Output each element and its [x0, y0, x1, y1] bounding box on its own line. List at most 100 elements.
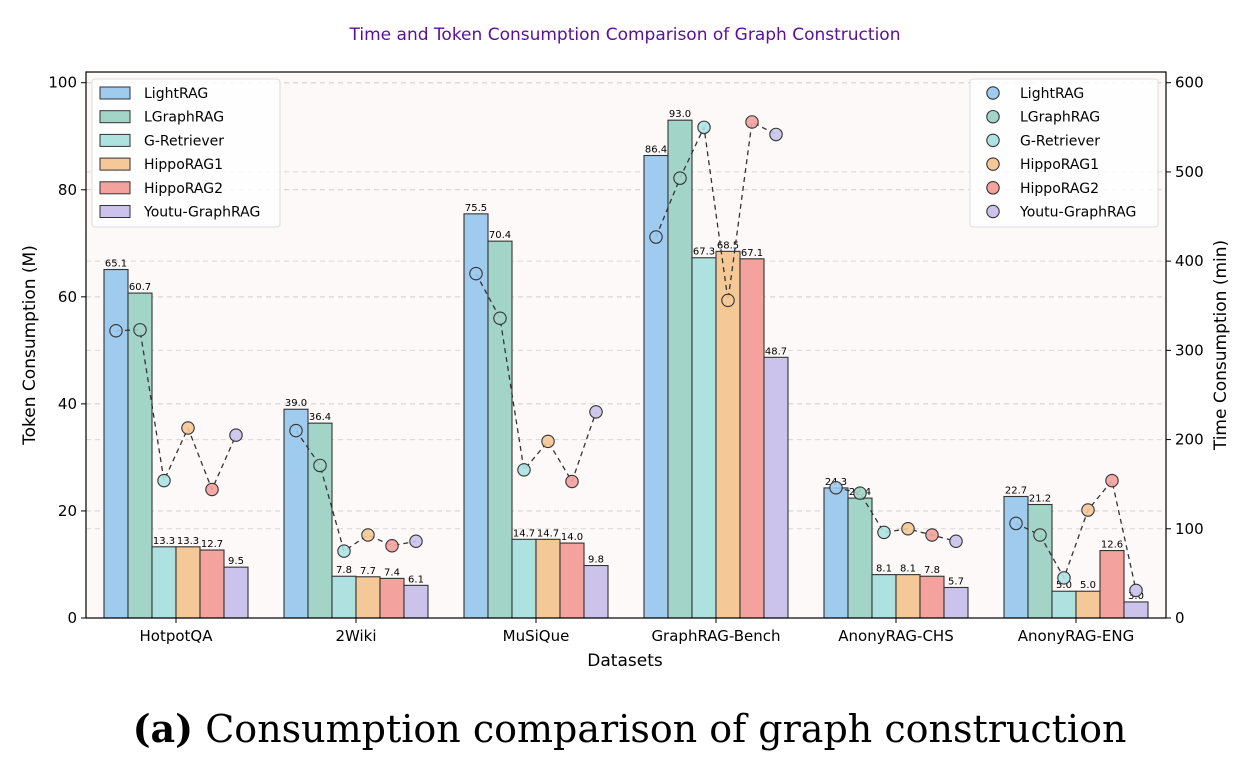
bar [763, 356, 789, 619]
y-tick-label: 60 [58, 288, 77, 306]
bar [331, 575, 357, 619]
bar [307, 422, 333, 619]
time-marker [409, 534, 423, 549]
y-axis-label: Token Consumption (M) [20, 245, 40, 446]
time-marker [181, 421, 195, 435]
bar-value-label: 6.1 [408, 574, 424, 585]
bar [127, 292, 153, 619]
x-tick-label: 2Wiki [335, 627, 376, 645]
bar-value-label: 12.6 [1101, 540, 1123, 551]
time-marker [1105, 473, 1119, 488]
bar [823, 487, 849, 619]
time-marker [745, 115, 759, 129]
legend-label: LightRAG [1020, 86, 1084, 102]
time-marker [337, 544, 351, 558]
bar-value-label: 12.7 [201, 539, 223, 550]
bar [223, 566, 249, 619]
time-marker [697, 120, 711, 135]
y2-tick-label: 0 [1175, 609, 1185, 627]
y-tick-label: 0 [67, 609, 77, 627]
bar [355, 576, 381, 619]
bar-value-label: 8.1 [900, 564, 916, 575]
time-marker [565, 474, 579, 489]
bar [739, 258, 765, 619]
bar-value-label: 9.8 [588, 555, 604, 566]
y-tick-label: 80 [58, 181, 77, 199]
y2-tick-label: 400 [1175, 252, 1204, 270]
time-marker [901, 522, 915, 536]
y2-axis-label: Time Consumption (min) [1211, 240, 1231, 451]
bar [583, 564, 609, 619]
legend-time: LightRAG LGraphRAG G-Retriever HippoRAG1 Hip… [969, 78, 1159, 228]
bar [1051, 590, 1077, 619]
bar-value-label: 67.1 [741, 248, 763, 259]
time-marker [589, 405, 603, 419]
time-marker [1009, 516, 1023, 531]
caption-text: Consumption comparison of graph construc… [193, 707, 1127, 751]
bar [943, 586, 969, 619]
time-marker [721, 293, 735, 308]
time-marker [1129, 583, 1143, 598]
legend-swatch [99, 133, 131, 147]
x-tick-label: GraphRAG-Bench [651, 627, 780, 645]
bar [151, 546, 177, 619]
legend-label: Youtu-GraphRAG [143, 205, 260, 221]
bar [463, 213, 489, 619]
axes: 0 20 40 60 80 100 0 100 200 300 400 500 600 HotpotQA 2… [48, 74, 1203, 645]
time-marker [673, 171, 687, 185]
bar-value-label: 5.0 [1080, 580, 1096, 591]
legend-marker [986, 157, 1000, 171]
legend-swatch [99, 110, 131, 124]
legend-label: LightRAG [144, 86, 208, 102]
y2-tick-label: 200 [1175, 431, 1204, 449]
chart-title: Time and Token Consumption Comparison of… [349, 25, 901, 45]
legend-label: HippoRAG1 [144, 157, 223, 173]
bar-value-label: 60.7 [129, 282, 151, 293]
legend-token: LightRAG LGraphRAG G-Retriever HippoRAG1 Hip… [91, 78, 281, 228]
y2-tick-label: 500 [1175, 163, 1204, 181]
bar-value-label: 13.3 [177, 536, 199, 547]
bar-value-label: 14.0 [561, 532, 583, 543]
time-marker [769, 127, 783, 142]
legend-label: HippoRAG2 [1020, 181, 1099, 197]
bar-value-label: 93.0 [669, 109, 691, 120]
bar [535, 538, 561, 619]
legend-swatch [99, 86, 131, 100]
time-marker [133, 323, 147, 337]
caption-tag: (a) [132, 706, 194, 751]
legend-label: LGraphRAG [144, 110, 224, 126]
legend-label: G-Retriever [1020, 133, 1100, 149]
legend-label: LGraphRAG [1020, 110, 1100, 126]
bar-value-label: 8.1 [876, 564, 892, 575]
time-marker [517, 463, 531, 477]
x-tick-label: AnonyRAG-ENG [1018, 627, 1135, 645]
bar-value-label: 5.7 [948, 576, 964, 587]
time-marker [649, 230, 663, 244]
bar-value-label: 68.5 [717, 240, 739, 251]
bar [1003, 495, 1029, 619]
time-marker [1057, 571, 1071, 585]
bar-value-label: 48.7 [765, 346, 787, 357]
bar-value-label: 13.3 [153, 536, 175, 547]
legend-box [91, 78, 281, 228]
bar [487, 240, 513, 619]
bar-value-label: 39.0 [285, 398, 307, 409]
legend-swatch [99, 205, 131, 218]
legend-marker [986, 109, 1000, 124]
time-marker [853, 486, 867, 500]
bar [667, 119, 693, 619]
time-marker [829, 480, 843, 495]
x-tick-label: AnonyRAG-CHS [838, 627, 953, 645]
legend-swatch [99, 157, 131, 171]
legend-marker [986, 204, 1000, 219]
bar-value-label: 7.8 [336, 565, 352, 576]
x-tick-label: HotpotQA [140, 627, 214, 645]
time-marker [157, 473, 171, 488]
bar-value-label: 14.7 [537, 528, 559, 539]
y-tick-label: 20 [58, 502, 77, 520]
time-marker [1033, 528, 1047, 542]
bar-value-label: 65.1 [105, 259, 127, 270]
bar [511, 538, 537, 619]
bar-value-label: 86.4 [645, 145, 667, 156]
bar-value-label: 7.7 [360, 566, 376, 577]
